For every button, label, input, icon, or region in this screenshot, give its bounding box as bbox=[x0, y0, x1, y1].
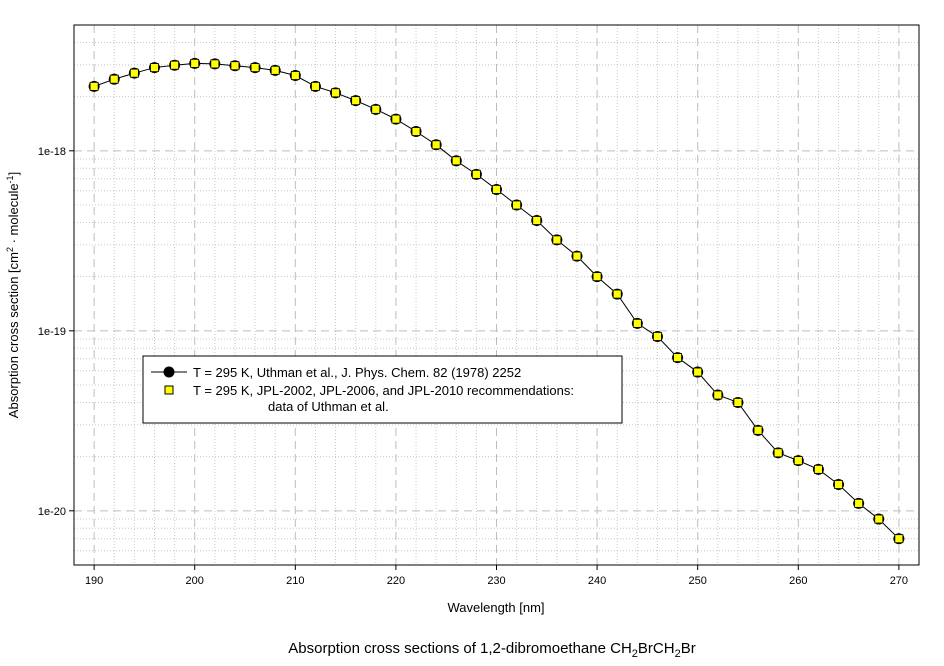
x-tick-label: 260 bbox=[789, 575, 807, 587]
caption-sub2: 2 bbox=[675, 648, 681, 660]
y-axis-title-suffix: ] bbox=[6, 172, 21, 176]
series-jpl-point bbox=[411, 127, 421, 136]
series-jpl-point bbox=[793, 456, 803, 466]
x-tick-label: 250 bbox=[689, 575, 707, 587]
series-jpl-point bbox=[753, 425, 763, 435]
legend-entry-jpl-line2: data of Uthman et al. bbox=[268, 399, 389, 414]
series-jpl-point bbox=[311, 81, 320, 91]
y-axis-title-prefix: Absorption cross section [cm bbox=[6, 252, 21, 418]
legend-entry-jpl-line1: T = 295 K, JPL-2002, JPL-2006, and JPL-2… bbox=[193, 383, 574, 398]
series-jpl-point bbox=[854, 498, 864, 508]
series-jpl-point bbox=[673, 353, 682, 362]
series-jpl-point bbox=[894, 534, 904, 544]
x-tick-label: 240 bbox=[588, 575, 606, 587]
series-jpl-point bbox=[693, 367, 703, 377]
series-jpl-point bbox=[170, 60, 179, 70]
legend-circle-marker bbox=[163, 366, 175, 378]
series-jpl-point bbox=[451, 156, 461, 166]
series-jpl-point bbox=[290, 71, 300, 80]
y-axis-title-sup2: -1 bbox=[5, 175, 15, 183]
y-tick-label: 1e-18 bbox=[38, 146, 66, 158]
series-jpl-point bbox=[612, 289, 622, 299]
y-tick-label: 1e-20 bbox=[38, 506, 66, 518]
x-tick-label: 220 bbox=[387, 575, 405, 587]
series-jpl-point bbox=[371, 104, 381, 114]
series-jpl-point bbox=[512, 200, 522, 210]
series-jpl-point bbox=[270, 65, 280, 75]
series-jpl-point bbox=[431, 140, 441, 150]
y-axis-title: Absorption cross section [cm2 · molecule… bbox=[5, 172, 21, 418]
x-tick-label: 190 bbox=[85, 575, 103, 587]
data-series bbox=[88, 57, 905, 545]
legend-entry-uthman: T = 295 K, Uthman et al., J. Phys. Chem.… bbox=[193, 365, 521, 380]
series-jpl-point bbox=[713, 390, 723, 400]
y-axis-title-mid: · molecule bbox=[6, 183, 21, 247]
series-jpl-point bbox=[210, 59, 220, 69]
series-jpl-point bbox=[190, 58, 200, 68]
y-tick-label: 1e-19 bbox=[38, 326, 66, 338]
series-jpl-point bbox=[653, 332, 662, 341]
series-jpl-point bbox=[89, 81, 99, 91]
x-axis-title: Wavelength [nm] bbox=[447, 600, 544, 615]
x-tick-label: 230 bbox=[487, 575, 505, 587]
series-jpl-point bbox=[471, 169, 481, 179]
x-tick-label: 200 bbox=[186, 575, 204, 587]
series-jpl-point bbox=[733, 398, 743, 407]
caption-prefix: Absorption cross sections of 1,2-dibromo… bbox=[288, 640, 632, 657]
x-tick-label: 210 bbox=[286, 575, 304, 587]
series-jpl-point bbox=[834, 480, 843, 489]
series-jpl-point bbox=[592, 272, 602, 282]
series-jpl-point bbox=[874, 514, 884, 524]
series-jpl-point bbox=[351, 96, 361, 106]
caption-sub1: 2 bbox=[632, 648, 638, 660]
series-jpl-point bbox=[331, 88, 340, 98]
series-jpl-point bbox=[109, 74, 119, 84]
series-jpl-point bbox=[552, 235, 562, 245]
legend-box bbox=[142, 355, 623, 424]
legend-square-marker bbox=[164, 385, 174, 395]
series-jpl-point bbox=[814, 464, 823, 474]
chart-caption: Absorption cross sections of 1,2-dibromo… bbox=[288, 640, 695, 660]
series-jpl-point bbox=[773, 448, 783, 458]
series-jpl-point bbox=[391, 114, 401, 124]
series-jpl-point bbox=[492, 185, 501, 194]
y-axis-title-sup1: 2 bbox=[5, 247, 15, 252]
series-jpl-point bbox=[632, 318, 642, 328]
series-jpl-point bbox=[150, 63, 159, 72]
axis-ticks: 190 200 210 220 230 240 250 260 270 1e-18 1e-19 1e-… bbox=[38, 146, 908, 587]
caption-mid1: BrCH bbox=[638, 640, 675, 657]
series-jpl-point bbox=[129, 68, 139, 78]
series-jpl-point bbox=[230, 61, 240, 71]
series-jpl-point bbox=[572, 251, 582, 261]
series-jpl-point bbox=[250, 63, 260, 72]
legend: T = 295 K, Uthman et al., J. Phys. Chem.… bbox=[142, 355, 623, 424]
x-tick-label: 270 bbox=[890, 575, 908, 587]
caption-suffix: Br bbox=[681, 640, 696, 657]
grid bbox=[73, 24, 920, 566]
series-jpl-point bbox=[532, 216, 542, 225]
